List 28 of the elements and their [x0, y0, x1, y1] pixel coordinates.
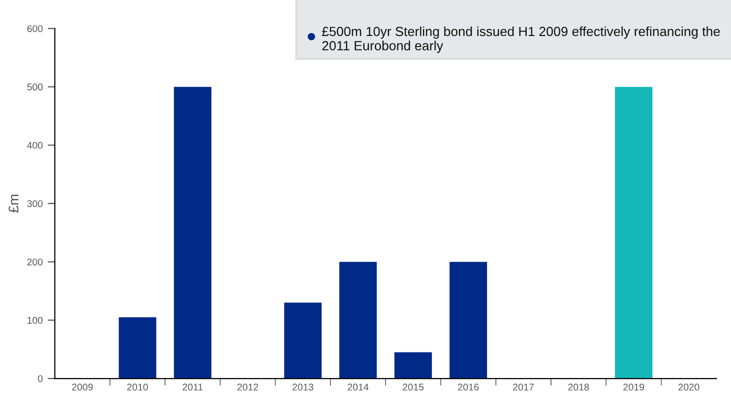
x-tick-label: 2013 — [292, 384, 314, 391]
bar — [394, 352, 432, 379]
y-tick-label: 200 — [27, 258, 43, 266]
bar — [339, 262, 377, 379]
x-tick-label: 2019 — [623, 384, 644, 391]
y-tick-label: 100 — [28, 316, 43, 324]
bar — [614, 86, 652, 379]
x-tick-label: 2016 — [458, 384, 479, 391]
x-tick-label: 2011 — [182, 384, 203, 391]
y-axis-title: £m — [8, 194, 18, 213]
y-tick-label: 500 — [27, 84, 43, 90]
x-tick-label: 2017 — [513, 384, 534, 391]
bar — [450, 262, 488, 379]
x-tick-label: 2015 — [402, 384, 424, 391]
bar — [174, 86, 212, 379]
y-tick-label: 400 — [27, 142, 43, 149]
y-tick-label: 0 — [38, 375, 43, 382]
y-tick-label: 600 — [27, 25, 43, 32]
x-tick-label: 2010 — [127, 384, 148, 391]
x-tick-label: 2009 — [72, 384, 93, 391]
annotation: £500m 10yr Sterling bond issued H1 2009 effectively refinancing the 2011 Eurobond early — [322, 26, 720, 53]
x-tick-label: 2018 — [568, 384, 589, 391]
bar — [118, 317, 156, 379]
x-tick-label: 2012 — [237, 384, 258, 391]
x-tick-label: 2014 — [348, 384, 369, 391]
x-tick-label: 2020 — [678, 384, 700, 391]
bar — [284, 302, 322, 379]
y-tick-label: 300 — [27, 200, 43, 208]
